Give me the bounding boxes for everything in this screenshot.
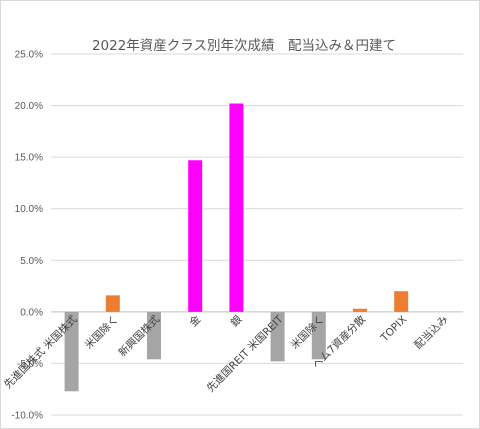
y-tick-label: 5.0%: [20, 256, 43, 267]
y-axis-tick-labels: -10.0% -5.0% 0.0% 5.0% 10.0% 15.0% 20.0% 25.0%: [11, 50, 43, 422]
category-label: 金: [187, 312, 204, 329]
bar: [105, 295, 120, 312]
y-tick-label: -10.0%: [11, 411, 43, 422]
bar: [229, 103, 244, 312]
y-tick-label: 15.0%: [15, 153, 43, 164]
bar: [353, 308, 367, 312]
bar: [270, 311, 285, 362]
category-label: 配当込み: [412, 313, 451, 352]
y-tick-label: -5.0%: [17, 359, 43, 370]
y-tick-label: 25.0%: [15, 50, 43, 61]
y-tick-label: 10.0%: [15, 204, 43, 215]
y-tick-label: 20.0%: [15, 101, 43, 112]
bar: [311, 311, 326, 360]
gridlines: [51, 53, 463, 416]
category-label: 米国除く: [82, 313, 121, 352]
bar: [147, 311, 161, 360]
bar: [64, 311, 79, 392]
y-tick-label: 0.0%: [20, 307, 43, 318]
bar: [394, 291, 409, 312]
bars: [64, 103, 409, 392]
chart-title: 2022年資産クラス別年次成績 配当込み＆円建て: [92, 38, 396, 54]
bar: [188, 160, 203, 312]
category-label: TOPIX: [378, 313, 409, 344]
category-label: 銀: [228, 312, 245, 329]
